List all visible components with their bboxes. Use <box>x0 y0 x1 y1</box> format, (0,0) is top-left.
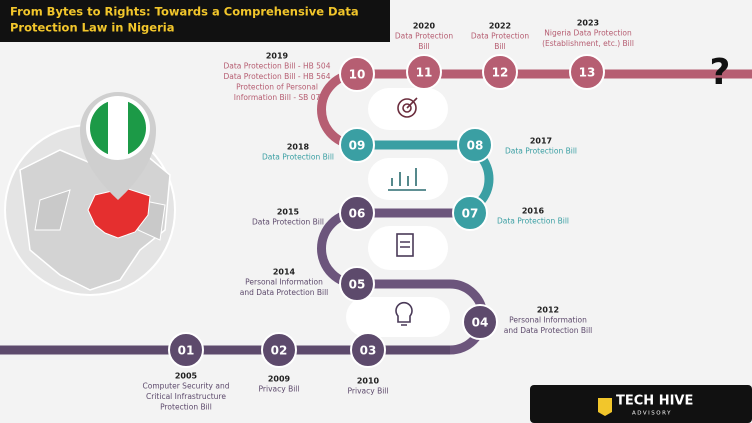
milestone-label: Bill <box>418 42 429 51</box>
milestone-label: Protection Bill <box>160 403 212 412</box>
milestone-circle <box>339 195 375 231</box>
milestone-label: Privacy Bill <box>259 385 300 394</box>
milestone-year: 2010 <box>357 377 380 386</box>
milestone-circle <box>339 127 375 163</box>
milestone-year: 2019 <box>266 52 289 61</box>
milestone-number: 02 <box>271 344 288 358</box>
milestone-label: Data Protection <box>471 32 529 41</box>
title: From Bytes to Rights: Towards a Comprehe… <box>10 5 359 35</box>
milestone-year: 2009 <box>268 375 291 384</box>
milestone-circle <box>452 195 488 231</box>
milestone-circle <box>406 54 442 90</box>
milestone-label: Nigeria Data Protection <box>544 29 632 38</box>
logo-name: TECH HIVE <box>616 394 693 409</box>
icons <box>388 97 426 326</box>
milestone-circle <box>569 54 605 90</box>
milestone-label: Protection of Personal <box>236 83 318 92</box>
header-bar <box>0 0 390 42</box>
milestone-year: 2005 <box>175 372 198 381</box>
milestone-year: 2017 <box>530 137 552 146</box>
milestone-label: Information Bill - SB 07 <box>234 93 321 102</box>
milestone-year: 2023 <box>577 19 599 28</box>
milestone-circle <box>261 332 297 368</box>
map <box>4 92 176 296</box>
milestone-year: 2016 <box>522 207 545 216</box>
milestone-label: Computer Security and <box>143 382 230 391</box>
milestone-label: Privacy Bill <box>348 387 389 396</box>
milestone-label: Data Protection Bill <box>252 218 324 227</box>
milestone-year: 2015 <box>277 208 300 217</box>
logo-icon <box>598 398 612 416</box>
milestone-year: 2020 <box>413 22 436 31</box>
milestone-label: Data Protection Bill <box>497 217 569 226</box>
milestone-number: 13 <box>579 66 596 80</box>
milestone-year: 2014 <box>273 268 296 277</box>
milestone-number: 01 <box>178 344 195 358</box>
milestone-circle <box>339 266 375 302</box>
question-mark: ? <box>710 52 731 93</box>
milestone-year: 2018 <box>287 143 310 152</box>
milestone-number: 04 <box>472 316 489 330</box>
milestone-label: Data Protection Bill <box>505 147 577 156</box>
title-line: From Bytes to Rights: Towards a Comprehe… <box>10 5 359 19</box>
milestone-circle <box>350 332 386 368</box>
milestone-number: 12 <box>492 66 509 80</box>
milestone-number: 08 <box>467 139 484 153</box>
milestone-label: Personal Information <box>245 278 323 287</box>
milestone-year: 2012 <box>537 306 559 315</box>
milestone-circle <box>457 127 493 163</box>
milestone-label: Data Protection Bill - HB 504 <box>224 62 331 71</box>
milestone-label: Bill <box>494 42 505 51</box>
logo-tagline: ADVISORY <box>632 411 672 417</box>
milestone-circle <box>482 54 518 90</box>
milestone-number: 09 <box>349 139 366 153</box>
milestone-year: 2022 <box>489 22 511 31</box>
milestone-label: Data Protection <box>395 32 453 41</box>
milestone-number: 03 <box>360 344 377 358</box>
milestone-circle <box>462 304 498 340</box>
milestone-label: Critical Infrastructure <box>146 392 226 401</box>
milestone-circle <box>168 332 204 368</box>
milestone-number: 07 <box>462 207 479 221</box>
milestone-label: Data Protection Bill <box>262 153 334 162</box>
milestone-circle <box>339 56 375 92</box>
milestone-label: Personal Information <box>509 316 587 325</box>
title-line: Protection Law in Nigeria <box>10 21 174 35</box>
milestone-label: (Establishment, etc.) Bill <box>542 39 634 48</box>
milestone-label: and Data Protection Bill <box>504 326 593 335</box>
milestone-number: 06 <box>349 207 366 221</box>
logo-bar <box>530 385 752 423</box>
milestone-label: Data Protection Bill - HB 564 <box>224 72 331 81</box>
milestone-number: 10 <box>349 68 366 82</box>
milestone-number: 05 <box>349 278 366 292</box>
milestone-label: and Data Protection Bill <box>240 288 329 297</box>
milestone-number: 11 <box>416 66 433 80</box>
